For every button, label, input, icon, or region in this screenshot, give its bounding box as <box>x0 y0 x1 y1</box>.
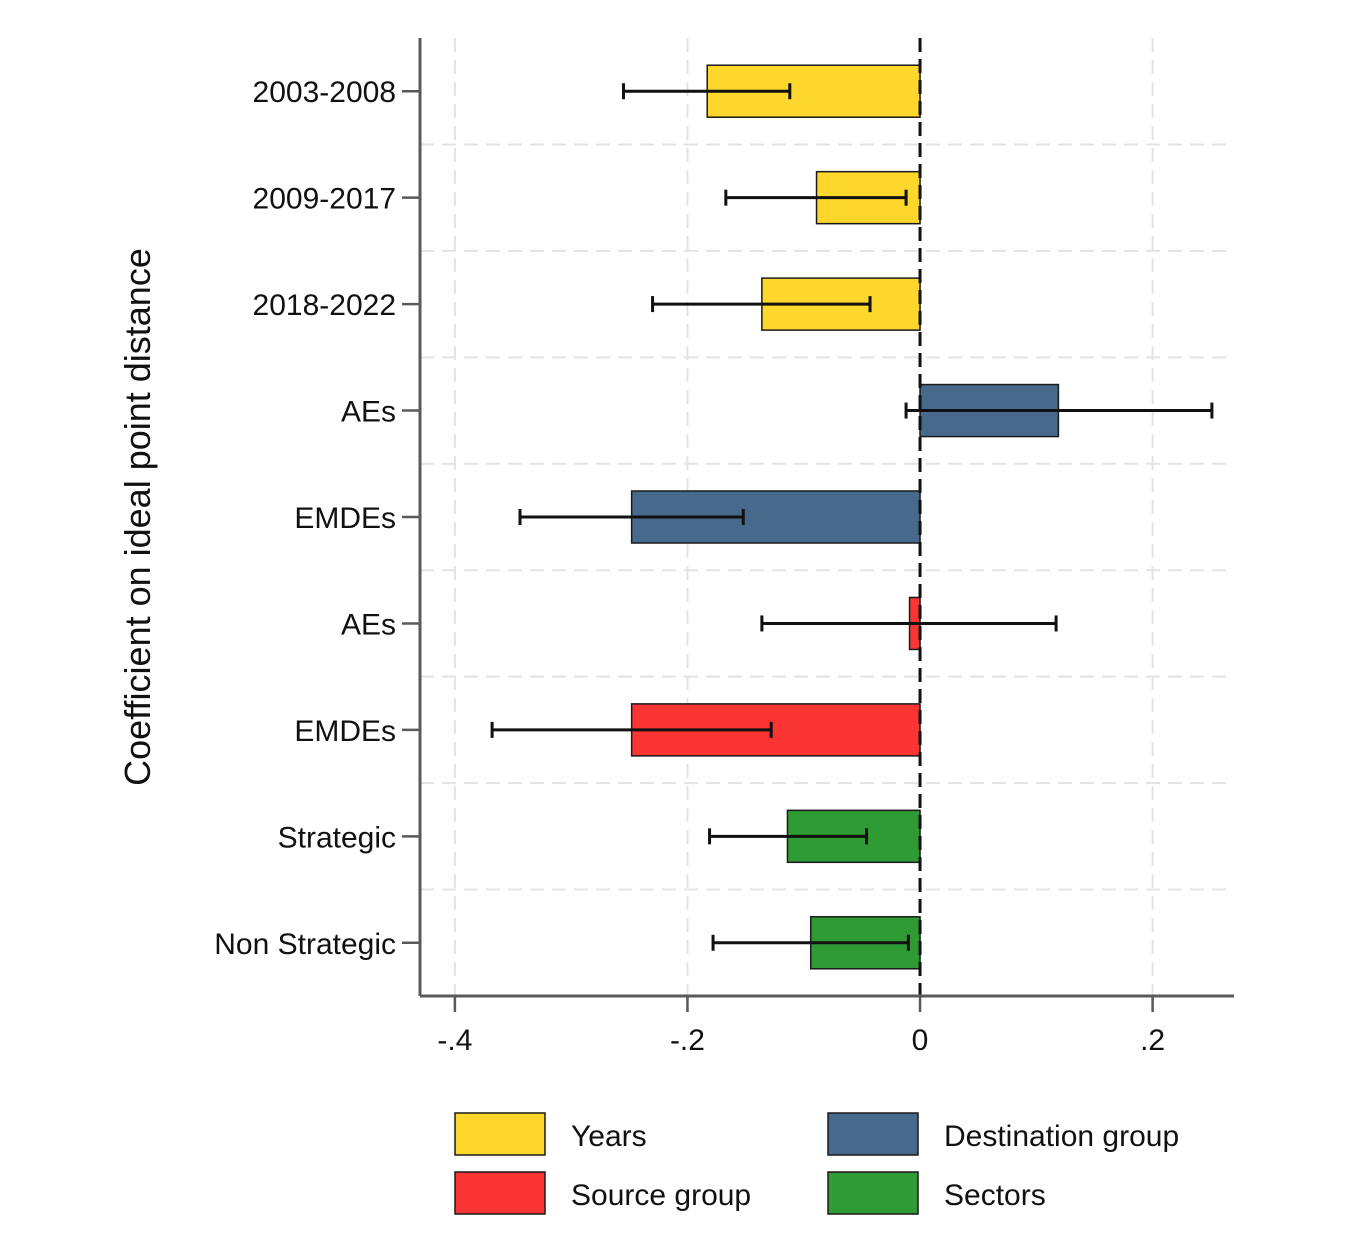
x-tick-label: -.4 <box>437 1024 472 1057</box>
gridlines <box>420 38 1234 996</box>
y-tick-label: 2009-2017 <box>253 183 396 216</box>
legend-label: Sectors <box>944 1179 1046 1212</box>
y-tick-label: Strategic <box>278 821 396 854</box>
legend-label: Years <box>571 1120 647 1153</box>
y-tick-label: Non Strategic <box>214 928 396 961</box>
x-tick-label: .2 <box>1140 1024 1165 1057</box>
legend-label: Source group <box>571 1179 751 1212</box>
axes: 2003-2008 2009-2017 2018-2022 AEs EMDEs AEs EM… <box>214 38 1234 1057</box>
y-tick-label: AEs <box>341 608 396 641</box>
y-tick-label: EMDEs <box>294 502 396 535</box>
x-tick-label: 0 <box>912 1024 929 1057</box>
y-axis-title: Coefficient on ideal point distance <box>117 248 158 786</box>
legend-swatch <box>827 1112 919 1156</box>
y-tick-label: 2003-2008 <box>253 76 396 109</box>
legend-swatch <box>454 1112 546 1156</box>
y-tick-label: EMDEs <box>294 715 396 748</box>
legend-swatch <box>454 1171 546 1215</box>
legend-label: Destination group <box>944 1120 1179 1153</box>
error-bars <box>490 83 1214 951</box>
y-tick-label: AEs <box>341 396 396 429</box>
legend-swatch <box>827 1171 919 1215</box>
y-tick-label: 2018-2022 <box>253 289 396 322</box>
x-tick-label: -.2 <box>670 1024 705 1057</box>
legend: Years Destination group Source group Sector… <box>454 1112 1179 1215</box>
